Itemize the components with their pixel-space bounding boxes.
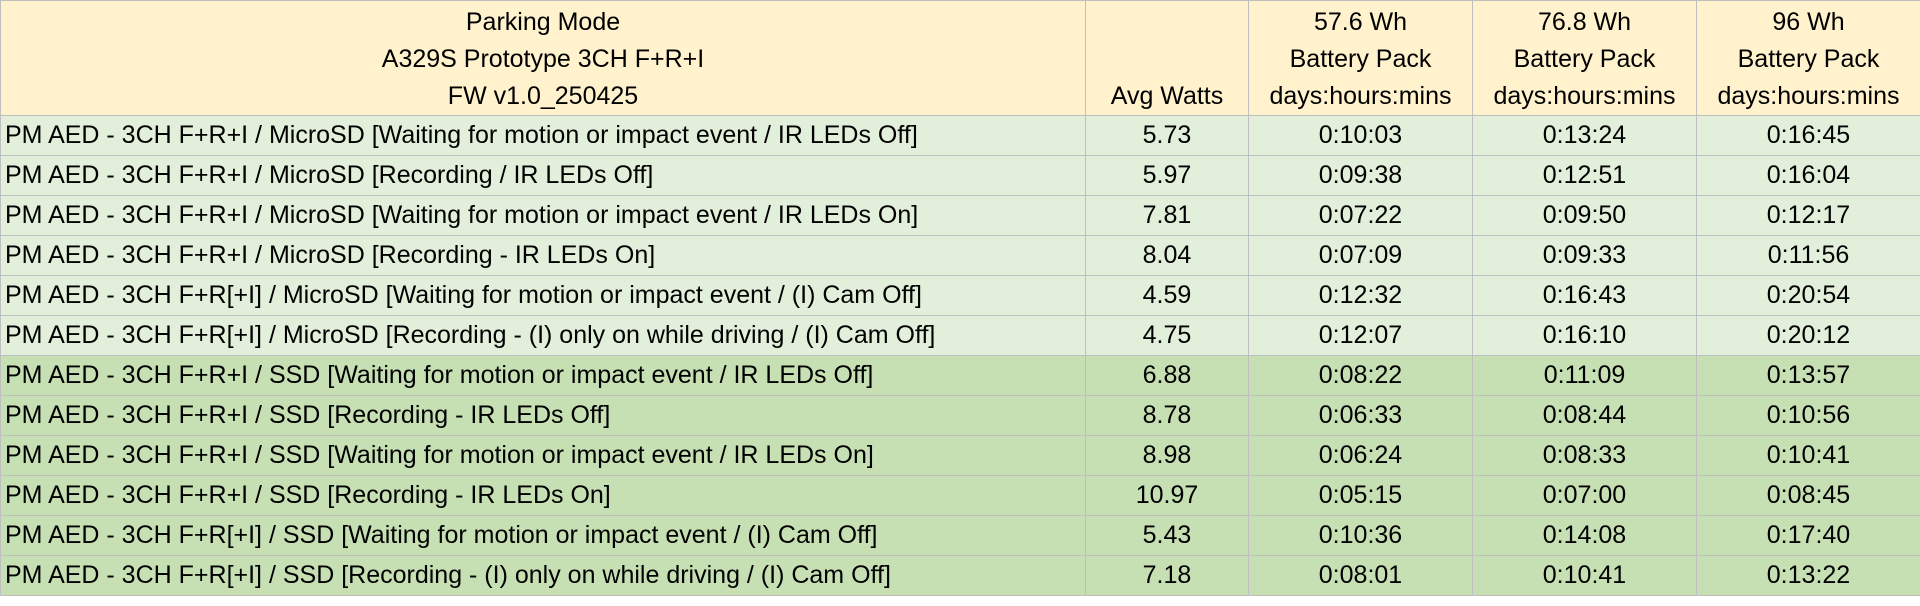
header-line: Battery Pack — [1289, 45, 1432, 73]
mode-cell: PM AED - 3CH F+R[+I] / MicroSD [Waiting … — [0, 275, 1086, 316]
header-line: 96 Wh — [1772, 8, 1845, 36]
value-cell: 0:07:00 — [1472, 475, 1697, 516]
value-cell: 4.75 — [1085, 315, 1249, 356]
table-row: PM AED - 3CH F+R[+I] / SSD [Waiting for … — [0, 515, 1920, 556]
table-row: PM AED - 3CH F+R[+I] / MicroSD [Recordin… — [0, 315, 1920, 356]
table-row: PM AED - 3CH F+R+I / MicroSD [Waiting fo… — [0, 195, 1920, 236]
value-cell: 0:09:33 — [1472, 235, 1697, 276]
mode-cell: PM AED - 3CH F+R+I / MicroSD [Waiting fo… — [0, 115, 1086, 156]
value-cell: 0:10:36 — [1248, 515, 1473, 556]
value-cell: 0:07:09 — [1248, 235, 1473, 276]
value-cell: 0:20:12 — [1696, 315, 1920, 356]
mode-cell: PM AED - 3CH F+R+I / MicroSD [Waiting fo… — [0, 195, 1086, 236]
value-cell: 0:05:15 — [1248, 475, 1473, 516]
value-cell: 0:12:51 — [1472, 155, 1697, 196]
value-cell: 0:06:24 — [1248, 435, 1473, 476]
header-line: days:hours:mins — [1269, 82, 1452, 110]
table-row: PM AED - 3CH F+R[+I] / MicroSD [Waiting … — [0, 275, 1920, 316]
value-cell: 8.04 — [1085, 235, 1249, 276]
header-line: days:hours:mins — [1717, 82, 1900, 110]
table-row: PM AED - 3CH F+R+I / MicroSD [Recording … — [0, 235, 1920, 276]
value-cell: 0:08:33 — [1472, 435, 1697, 476]
value-cell: 0:16:04 — [1696, 155, 1920, 196]
value-cell: 5.73 — [1085, 115, 1249, 156]
header-line: Parking Mode — [465, 8, 621, 36]
value-cell: 0:08:44 — [1472, 395, 1697, 436]
value-cell: 4.59 — [1085, 275, 1249, 316]
value-cell: 0:11:56 — [1696, 235, 1920, 276]
value-cell: 0:09:50 — [1472, 195, 1697, 236]
value-cell: 0:10:41 — [1472, 555, 1697, 596]
value-cell: 0:08:22 — [1248, 355, 1473, 396]
header-line: days:hours:mins — [1493, 82, 1676, 110]
value-cell: 6.88 — [1085, 355, 1249, 396]
value-cell: 0:11:09 — [1472, 355, 1697, 396]
value-cell: 0:12:07 — [1248, 315, 1473, 356]
header-line: A329S Prototype 3CH F+R+I — [381, 45, 705, 73]
header-line: 57.6 Wh — [1313, 8, 1408, 36]
mode-cell: PM AED - 3CH F+R[+I] / SSD [Recording - … — [0, 555, 1086, 596]
table-row: PM AED - 3CH F+R+I / MicroSD [Recording … — [0, 155, 1920, 196]
mode-cell: PM AED - 3CH F+R+I / MicroSD [Recording … — [0, 155, 1086, 196]
value-cell: 7.81 — [1085, 195, 1249, 236]
value-cell: 0:13:24 — [1472, 115, 1697, 156]
mode-cell: PM AED - 3CH F+R+I / SSD [Recording - IR… — [0, 395, 1086, 436]
mode-cell: PM AED - 3CH F+R+I / SSD [Recording - IR… — [0, 475, 1086, 516]
header-line: 76.8 Wh — [1537, 8, 1632, 36]
value-cell: 0:10:41 — [1696, 435, 1920, 476]
value-cell: 0:13:57 — [1696, 355, 1920, 396]
value-cell: 0:08:01 — [1248, 555, 1473, 596]
value-cell: 0:16:10 — [1472, 315, 1697, 356]
mode-cell: PM AED - 3CH F+R+I / SSD [Waiting for mo… — [0, 435, 1086, 476]
table-row: PM AED - 3CH F+R+I / SSD [Waiting for mo… — [0, 435, 1920, 476]
table-row: PM AED - 3CH F+R+I / MicroSD [Waiting fo… — [0, 115, 1920, 156]
table-body: PM AED - 3CH F+R+I / MicroSD [Waiting fo… — [0, 115, 1920, 596]
value-cell: 0:07:22 — [1248, 195, 1473, 236]
value-cell: 0:08:45 — [1696, 475, 1920, 516]
value-cell: 0:10:03 — [1248, 115, 1473, 156]
header-line: Battery Pack — [1513, 45, 1656, 73]
table-row: PM AED - 3CH F+R+I / SSD [Recording - IR… — [0, 475, 1920, 516]
value-cell: 0:17:40 — [1696, 515, 1920, 556]
table-row: PM AED - 3CH F+R[+I] / SSD [Recording - … — [0, 555, 1920, 596]
value-cell: 8.98 — [1085, 435, 1249, 476]
table-row: PM AED - 3CH F+R+I / SSD [Waiting for mo… — [0, 355, 1920, 396]
mode-cell: PM AED - 3CH F+R+I / MicroSD [Recording … — [0, 235, 1086, 276]
value-cell: 0:06:33 — [1248, 395, 1473, 436]
header-cell: 76.8 Wh Battery Pack days:hours:mins — [1472, 0, 1697, 116]
header-line: Avg Watts — [1110, 82, 1224, 110]
header-line: Battery Pack — [1737, 45, 1880, 73]
header-cell: Parking Mode A329S Prototype 3CH F+R+I FW … — [0, 0, 1086, 116]
mode-cell: PM AED - 3CH F+R[+I] / SSD [Waiting for … — [0, 515, 1086, 556]
value-cell: 0:16:45 — [1696, 115, 1920, 156]
value-cell: 0:13:22 — [1696, 555, 1920, 596]
header-line: FW v1.0_250425 — [447, 82, 639, 110]
value-cell: 0:14:08 — [1472, 515, 1697, 556]
value-cell: 0:16:43 — [1472, 275, 1697, 316]
mode-cell: PM AED - 3CH F+R[+I] / MicroSD [Recordin… — [0, 315, 1086, 356]
header-cell: Avg Watts — [1085, 0, 1249, 116]
value-cell: 8.78 — [1085, 395, 1249, 436]
value-cell: 10.97 — [1085, 475, 1249, 516]
value-cell: 0:12:32 — [1248, 275, 1473, 316]
value-cell: 0:10:56 — [1696, 395, 1920, 436]
table-row: PM AED - 3CH F+R+I / SSD [Recording - IR… — [0, 395, 1920, 436]
value-cell: 7.18 — [1085, 555, 1249, 596]
value-cell: 0:12:17 — [1696, 195, 1920, 236]
value-cell: 5.43 — [1085, 515, 1249, 556]
header-cell: 57.6 Wh Battery Pack days:hours:mins — [1248, 0, 1473, 116]
mode-cell: PM AED - 3CH F+R+I / SSD [Waiting for mo… — [0, 355, 1086, 396]
header-cell: 96 Wh Battery Pack days:hours:mins — [1696, 0, 1920, 116]
value-cell: 0:20:54 — [1696, 275, 1920, 316]
value-cell: 5.97 — [1085, 155, 1249, 196]
value-cell: 0:09:38 — [1248, 155, 1473, 196]
header-row: Parking Mode A329S Prototype 3CH F+R+I FW … — [0, 0, 1920, 116]
